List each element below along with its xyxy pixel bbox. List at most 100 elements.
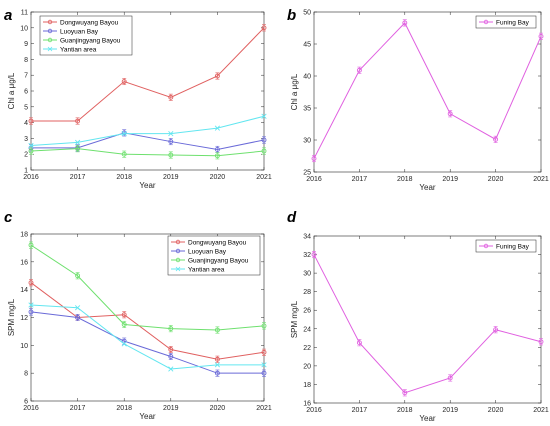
y-tick-label: 20: [303, 363, 311, 370]
data-point: [261, 24, 267, 32]
legend-marker: [175, 248, 181, 254]
y-tick-label: 32: [303, 252, 311, 259]
data-point: [168, 346, 174, 354]
data-point: [74, 305, 81, 311]
y-axis-label: Chl a μg/L: [290, 73, 299, 110]
panel-letter: c: [4, 209, 13, 226]
x-tick-label: 2019: [442, 407, 458, 414]
y-tick-label: 6: [24, 89, 28, 96]
legend-marker: [47, 19, 53, 25]
y-tick-label: 8: [24, 57, 28, 64]
y-tick-label: 11: [21, 10, 28, 17]
panel-letter: d: [287, 209, 297, 226]
data-point: [121, 320, 127, 328]
marker-x: [214, 362, 221, 368]
y-tick-label: 12: [20, 315, 28, 322]
legend-marker: [47, 28, 53, 34]
x-axis-label: Year: [139, 412, 156, 421]
x-tick-label: 2021: [256, 405, 272, 412]
x-tick-label: 2018: [397, 176, 413, 183]
data-point: [538, 32, 544, 40]
y-tick-label: 6: [24, 399, 28, 406]
legend-marker: [47, 46, 53, 52]
data-point: [214, 355, 220, 363]
y-axis-label: Chl a μg/L: [7, 72, 16, 109]
legend-label: Guanjingyang Bayou: [60, 37, 121, 44]
panel-letter: a: [4, 7, 12, 24]
y-tick-label: 24: [303, 326, 311, 333]
y-tick-label: 45: [303, 42, 311, 49]
x-tick-label: 2020: [488, 176, 504, 183]
marker-x: [74, 305, 81, 311]
x-tick-label: 2019: [163, 405, 179, 412]
data-point: [493, 326, 499, 334]
data-point: [261, 136, 267, 144]
marker-x: [121, 131, 127, 137]
data-point: [121, 129, 127, 137]
x-tick-label: 2019: [163, 174, 179, 181]
y-tick-label: 16: [303, 401, 311, 408]
marker-x: [28, 142, 34, 149]
data-point: [214, 72, 220, 80]
series-line: [31, 132, 265, 150]
data-point: [28, 241, 34, 249]
marker-x: [74, 139, 81, 145]
data-point: [121, 131, 127, 137]
legend-label: Luoyuan Bay: [188, 248, 227, 255]
y-axis-label: SPM mg/L: [290, 300, 299, 338]
legend: Funing Bay: [475, 15, 537, 29]
x-tick-label: 2018: [116, 174, 132, 181]
data-point: [121, 341, 127, 347]
y-tick-label: 4: [24, 120, 28, 127]
data-point: [261, 362, 267, 368]
axes-box: [313, 11, 542, 173]
data-point: [28, 308, 34, 316]
data-point: [74, 139, 81, 145]
y-tick-label: 10: [20, 25, 28, 32]
data-point: [447, 374, 453, 382]
marker-x: [168, 366, 174, 372]
data-point: [261, 369, 267, 377]
data-point: [214, 152, 220, 160]
series-line: [30, 304, 264, 370]
data-point: [168, 325, 174, 333]
data-point: [356, 339, 362, 347]
data-point: [168, 93, 174, 101]
series-line: [30, 148, 265, 157]
y-tick-label: 10: [20, 343, 28, 350]
x-tick-label: 2020: [210, 405, 226, 412]
panel-c: c 2016 2017 2018 2019 2020 2021 6 8 10 12 14 16 18 Yea…: [4, 209, 272, 421]
y-tick-label: 25: [303, 170, 311, 177]
data-point: [261, 113, 267, 119]
y-tick-label: 8: [24, 371, 28, 378]
data-point: [538, 338, 544, 346]
data-point: [402, 19, 408, 27]
data-point: [168, 138, 174, 146]
x-tick-label: 2017: [352, 407, 368, 414]
y-tick-label: 26: [303, 308, 311, 315]
y-tick-label: 28: [303, 289, 311, 296]
legend-marker: [175, 239, 181, 245]
data-point: [214, 369, 220, 377]
data-point: [214, 326, 220, 334]
data-point: [121, 78, 127, 86]
marker-x: [261, 113, 267, 119]
axes-box: [313, 235, 542, 404]
data-point: [261, 348, 267, 356]
x-tick-label: 2017: [352, 176, 368, 183]
series-line: [30, 244, 265, 331]
series-line: [313, 254, 542, 394]
data-point: [28, 147, 34, 155]
marker-x: [168, 131, 174, 137]
legend-label: Luoyuan Bay: [60, 28, 99, 35]
y-axis-label: SPM mg/L: [7, 298, 16, 336]
x-tick-label: 2017: [70, 174, 86, 181]
x-tick-label: 2018: [397, 407, 413, 414]
data-point: [493, 135, 499, 143]
data-point: [75, 145, 81, 153]
x-tick-label: 2021: [533, 176, 549, 183]
data-point: [75, 313, 81, 322]
series-line: [30, 311, 264, 374]
data-point: [214, 362, 221, 368]
